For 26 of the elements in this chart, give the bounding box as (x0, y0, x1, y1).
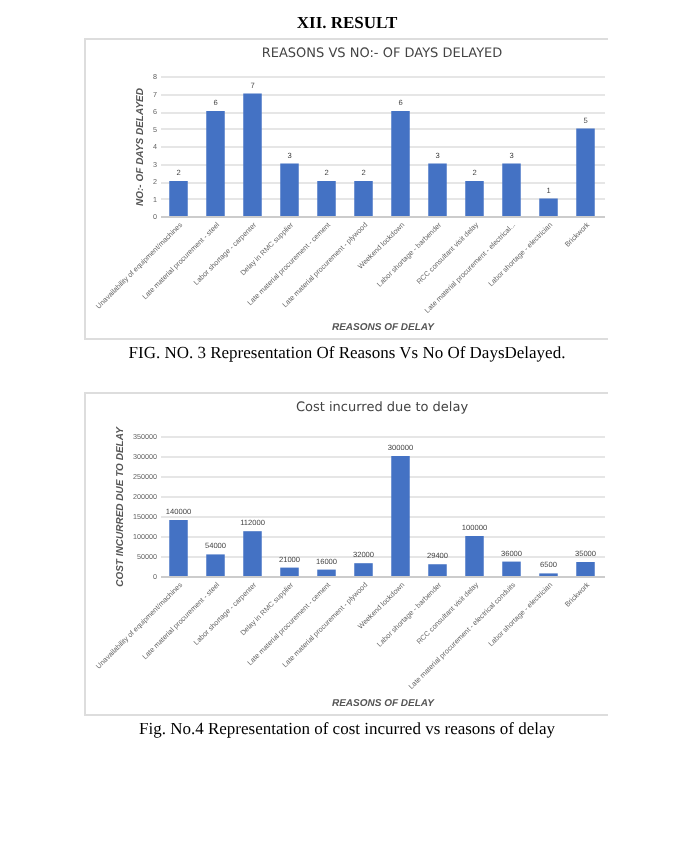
bar (243, 93, 262, 216)
bar (465, 181, 484, 216)
bar (206, 554, 225, 576)
bar (539, 198, 558, 216)
bar (576, 562, 595, 576)
bar (576, 128, 595, 216)
bar (502, 561, 521, 576)
bar (169, 181, 188, 216)
bar (280, 163, 299, 216)
bar (317, 569, 336, 576)
bar (206, 111, 225, 216)
text: Fig. No.4 Representation of cost incurred vs reasons of delay (137, 718, 557, 738)
text: XII. RESULT (294, 12, 400, 32)
bar (354, 563, 373, 576)
bar (502, 163, 521, 216)
bar (243, 531, 262, 576)
bar (391, 456, 410, 576)
text: FIG. NO. 3 Representation Of Reasons Vs No Of DaysDelayed. (126, 342, 568, 362)
bar (428, 564, 447, 576)
bar (428, 163, 447, 216)
bar (169, 520, 188, 576)
bar (280, 567, 299, 576)
bar (391, 111, 410, 216)
bar (354, 181, 373, 216)
bar (465, 536, 484, 576)
bar (317, 181, 336, 216)
